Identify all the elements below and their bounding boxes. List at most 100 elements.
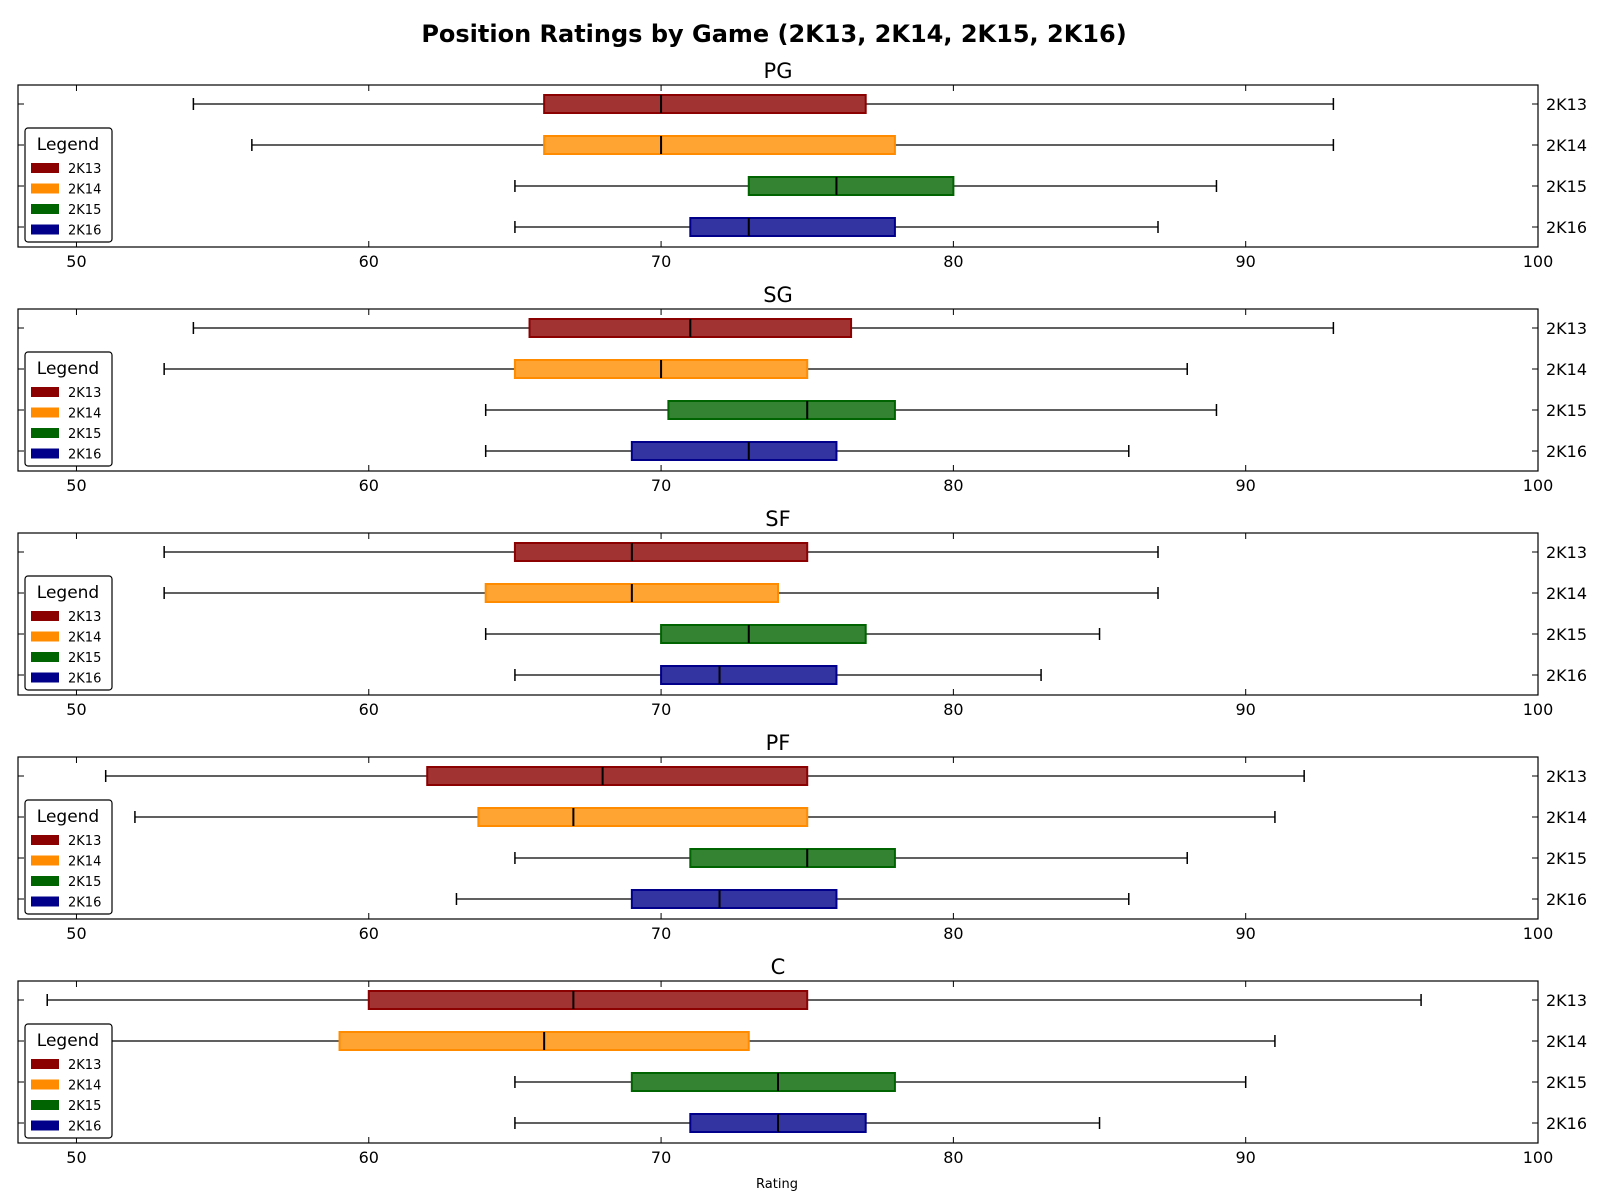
x-tick-label: 80 [943,252,963,271]
y-tick-label: 2K14 [1546,360,1587,379]
iqr-box [689,848,896,868]
panel-c: C 50 60 70 80 90 100 2K13 2K14 2K15 2K16 Legend 2K13… [17,955,1587,1167]
legend: Legend 2K13 2K14 2K15 2K16 [24,575,113,691]
box-pf-2k15: 2K15 [18,848,1587,868]
legend-label-2k14: 2K14 [68,855,101,870]
panel-pg: PG 50 60 70 80 90 100 2K13 2K14 2K15 2K16 Legend 2K1… [17,59,1587,271]
legend-label-2k13: 2K13 [68,386,101,401]
x-tick-label: 90 [1236,924,1256,943]
x-tick-label: 100 [1523,924,1554,943]
panel-pf: PF 50 60 70 80 90 100 2K13 2K14 2K15 2K16 Legend 2K1… [17,731,1587,943]
iqr-box [630,1072,896,1092]
iqr-box [660,665,838,685]
legend-swatch-2k15 [31,1100,59,1110]
iqr-box [477,807,809,827]
legend: Legend 2K13 2K14 2K15 2K16 [24,799,113,915]
iqr-box [426,766,809,786]
legend: Legend 2K13 2K14 2K15 2K16 [24,1023,113,1139]
box-sf-2k13: 2K13 [18,542,1587,562]
x-tick-label: 100 [1523,252,1554,271]
iqr-box [630,889,838,909]
legend-label-2k15: 2K15 [68,875,101,890]
axes-frame [17,532,1539,696]
legend: Legend 2K13 2K14 2K15 2K16 [24,351,113,467]
panel-title-c: C [771,955,786,979]
legend-label-2k16: 2K16 [68,448,101,463]
legend: Legend 2K13 2K14 2K15 2K16 [24,127,113,243]
legend-swatch-2k14 [31,631,59,642]
box-pf-2k16: 2K16 [18,889,1587,909]
box-c-2k16: 2K16 [18,1113,1587,1133]
panel-title-pg: PG [764,59,793,83]
legend-label-2k15: 2K15 [68,1099,101,1114]
y-tick-label: 2K13 [1546,543,1587,562]
box-pg-2k15: 2K15 [18,176,1587,196]
x-tick-label: 90 [1236,476,1256,495]
legend-swatch-2k16 [31,448,59,459]
legend-label-2k13: 2K13 [68,834,101,849]
x-tick-label: 100 [1523,1148,1554,1167]
chart-title: Position Ratings by Game (2K13, 2K14, 2K… [421,20,1126,48]
legend-label-2k16: 2K16 [68,896,101,911]
y-tick-label: 2K15 [1546,401,1587,420]
legend-swatch-2k15 [31,428,59,438]
legend-label-2k16: 2K16 [68,1120,101,1135]
legend-label-2k15: 2K15 [68,427,101,442]
x-tick-label: 90 [1236,700,1256,719]
panel-title-pf: PF [766,731,791,755]
x-tick-label: 50 [66,476,86,495]
panel-title-sg: SG [763,283,793,307]
x-tick-label: 80 [943,1148,963,1167]
y-tick-label: 2K14 [1546,1032,1587,1051]
axes-frame [17,980,1539,1144]
legend-label-2k14: 2K14 [68,407,101,422]
x-tick-label: 60 [359,252,379,271]
iqr-box [543,94,867,114]
panel-sf: SF 50 60 70 80 90 100 2K13 2K14 2K15 2K16 Legend 2K1… [17,507,1587,719]
box-pg-2k14: 2K14 [18,135,1587,155]
legend-label-2k16: 2K16 [68,672,101,687]
legend-swatch-2k15 [31,876,59,886]
box-sf-2k15: 2K15 [18,624,1587,644]
y-tick-label: 2K16 [1546,442,1587,461]
axes-frame [17,84,1539,248]
legend-label-2k13: 2K13 [68,610,101,625]
legend-swatch-2k16 [31,896,59,907]
x-tick-label: 70 [651,924,671,943]
y-tick-label: 2K14 [1546,584,1587,603]
y-tick-label: 2K16 [1546,666,1587,685]
legend-swatch-2k16 [31,1120,59,1131]
legend-swatch-2k16 [31,672,59,683]
box-c-2k15: 2K15 [18,1072,1587,1092]
legend-swatch-2k15 [31,652,59,662]
box-sg-2k14: 2K14 [18,359,1587,379]
legend-title: Legend [37,807,99,827]
legend-swatch-2k13 [31,163,59,173]
x-tick-label: 50 [66,924,86,943]
x-tick-label: 70 [651,1148,671,1167]
legend-swatch-2k15 [31,204,59,214]
box-c-2k14: 2K14 [18,1031,1587,1051]
legend-label-2k14: 2K14 [68,631,101,646]
y-tick-label: 2K16 [1546,1114,1587,1133]
box-sf-2k16: 2K16 [18,665,1587,685]
legend-swatch-2k13 [31,387,59,397]
panels-group: PG 50 60 70 80 90 100 2K13 2K14 2K15 2K16 Legend 2K1… [17,59,1587,1167]
y-tick-label: 2K13 [1546,95,1587,114]
legend-swatch-2k13 [31,835,59,845]
x-tick-label: 60 [359,924,379,943]
y-tick-label: 2K14 [1546,136,1587,155]
iqr-box [543,135,896,155]
legend-title: Legend [37,1031,99,1051]
y-tick-label: 2K16 [1546,218,1587,237]
box-pg-2k16: 2K16 [18,217,1587,237]
iqr-box [513,542,809,562]
x-tick-label: 70 [651,252,671,271]
axes-frame [17,308,1539,472]
x-tick-label: 80 [943,924,963,943]
x-tick-label: 50 [66,700,86,719]
y-tick-label: 2K13 [1546,319,1587,338]
x-tick-label: 50 [66,1148,86,1167]
legend-label-2k15: 2K15 [68,203,101,218]
legend-label-2k14: 2K14 [68,183,101,198]
